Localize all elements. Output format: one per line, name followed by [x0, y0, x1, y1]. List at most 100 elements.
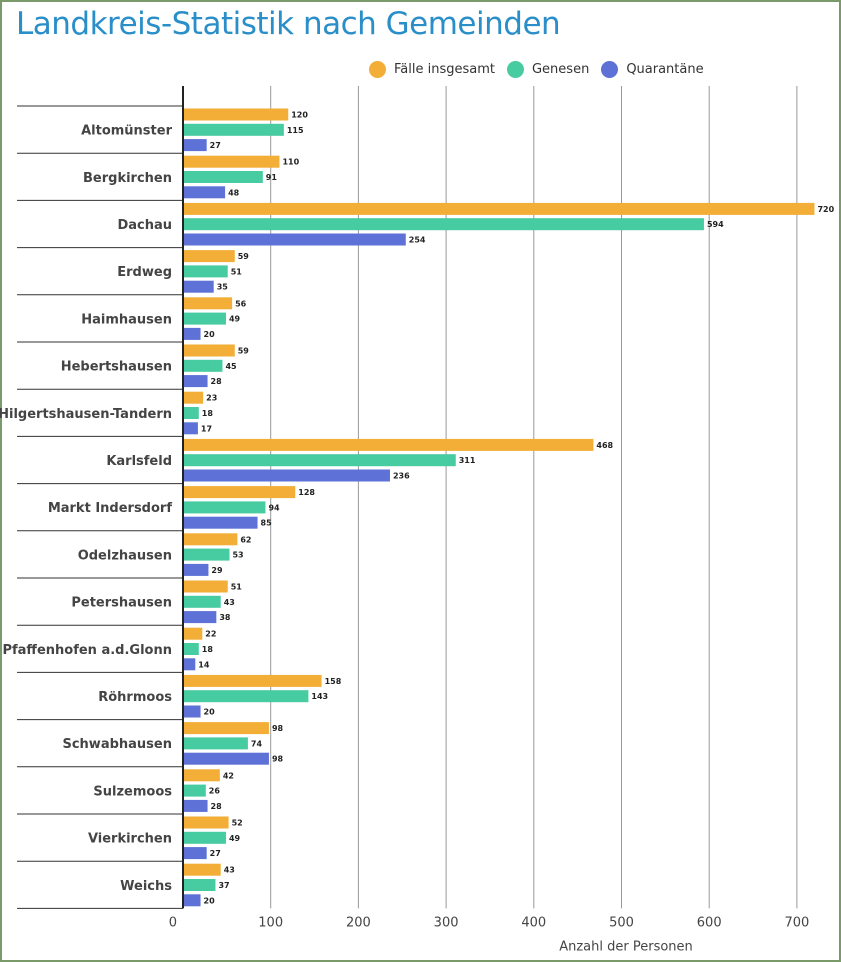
- data-label: 18: [202, 409, 214, 418]
- bar-recovered: [183, 407, 199, 419]
- data-label: 594: [707, 220, 724, 229]
- bar-total: [183, 202, 815, 215]
- data-label: 158: [325, 677, 342, 686]
- data-label: 27: [210, 849, 221, 858]
- bar-recovered: [183, 737, 248, 750]
- bar-recovered: [183, 595, 221, 608]
- legend-label: Fälle insgesamt: [394, 62, 495, 77]
- data-label: 91: [266, 173, 278, 182]
- data-label: 17: [201, 424, 212, 433]
- data-label: 42: [223, 771, 234, 780]
- bar-recovered: [183, 265, 228, 278]
- data-label: 18: [202, 645, 214, 654]
- x-tick-label: 400: [521, 915, 546, 930]
- bar-total: [183, 769, 220, 782]
- data-label: 143: [311, 692, 328, 701]
- bar-total: [183, 391, 204, 404]
- category-label: Dachau: [117, 218, 172, 233]
- data-label: 27: [210, 141, 221, 150]
- category-label: Markt Indersdorf: [48, 501, 173, 516]
- data-label: 59: [238, 347, 250, 356]
- legend-swatch: [506, 61, 524, 78]
- bar-quarantine: [183, 375, 208, 388]
- data-label: 236: [393, 472, 410, 481]
- bar-total: [183, 863, 221, 876]
- data-label: 120: [291, 111, 308, 120]
- data-label: 49: [229, 834, 241, 843]
- category-label: Weichs: [120, 879, 172, 894]
- data-label: 23: [206, 394, 217, 403]
- category-label: Hebertshausen: [61, 360, 172, 375]
- data-label: 20: [204, 708, 216, 717]
- category-label: Karlsfeld: [106, 454, 172, 469]
- data-label: 20: [204, 330, 216, 339]
- data-label: 49: [229, 315, 241, 324]
- chart-title: Landkreis-Statistik nach Gemeinden: [16, 6, 561, 42]
- bar-quarantine: [183, 422, 198, 435]
- bar-total: [183, 486, 296, 499]
- category-label: Altomünster: [81, 124, 172, 139]
- bar-recovered: [183, 831, 226, 844]
- bar-quarantine: [183, 469, 390, 482]
- bar-quarantine: [183, 658, 196, 671]
- legend-label: Genesen: [531, 62, 590, 77]
- data-label: 28: [211, 802, 223, 811]
- category-label: Hilgertshausen-Tandern: [0, 407, 172, 422]
- bar-total: [183, 108, 289, 121]
- bar-quarantine: [183, 327, 201, 340]
- data-label: 94: [268, 503, 280, 512]
- bar-quarantine: [183, 611, 217, 624]
- category-label: Vierkirchen: [88, 832, 172, 847]
- bar-quarantine: [183, 516, 258, 529]
- data-label: 28: [211, 377, 223, 386]
- data-label: 52: [232, 819, 243, 828]
- data-label: 311: [459, 456, 476, 465]
- category-label: Bergkirchen: [83, 171, 172, 186]
- data-label: 720: [817, 205, 834, 214]
- data-label: 98: [272, 755, 284, 764]
- category-label: Sulzemoos: [93, 784, 172, 799]
- legend: Fälle insgesamt Genesen Quarantäne: [369, 61, 704, 78]
- data-label: 43: [224, 866, 235, 875]
- x-tick-label: 500: [609, 915, 634, 930]
- bar-total: [183, 674, 322, 687]
- bar-total: [183, 250, 235, 263]
- data-label: 38: [219, 613, 231, 622]
- data-label: 51: [231, 583, 243, 592]
- data-label: 37: [218, 881, 229, 890]
- bar-quarantine: [183, 894, 201, 907]
- data-label: 51: [231, 267, 243, 276]
- bar-total: [183, 344, 235, 357]
- category-label: Schwabhausen: [62, 737, 172, 752]
- data-label: 98: [272, 724, 284, 733]
- data-label: 115: [287, 126, 304, 135]
- bar-total: [183, 627, 203, 640]
- data-label: 26: [209, 787, 221, 796]
- legend-item: Fälle insgesamt: [369, 61, 495, 78]
- data-label: 74: [251, 739, 263, 748]
- category-label: Röhrmoos: [98, 690, 172, 705]
- x-tick-label: 700: [784, 915, 809, 930]
- category-label: Haimhausen: [81, 312, 172, 327]
- data-label: 48: [228, 188, 240, 197]
- x-tick-label: 300: [434, 915, 459, 930]
- bar-quarantine: [183, 799, 208, 812]
- legend-item: Genesen: [506, 61, 590, 78]
- bar-total: [183, 155, 280, 168]
- bar-total: [183, 722, 269, 735]
- data-label: 128: [298, 488, 315, 497]
- bar-recovered: [183, 171, 263, 183]
- category-label: Odelzhausen: [78, 548, 172, 563]
- x-tick-label: 600: [697, 915, 722, 930]
- data-label: 14: [198, 660, 210, 669]
- bar-recovered: [183, 501, 266, 514]
- bar-total: [183, 580, 228, 593]
- bar-recovered: [183, 879, 216, 891]
- legend-item: Quarantäne: [601, 61, 704, 78]
- legend-swatch: [601, 61, 619, 78]
- data-label: 85: [261, 519, 273, 528]
- data-label: 20: [204, 896, 216, 905]
- bar-recovered: [183, 690, 309, 703]
- x-tick-label: 100: [258, 915, 283, 930]
